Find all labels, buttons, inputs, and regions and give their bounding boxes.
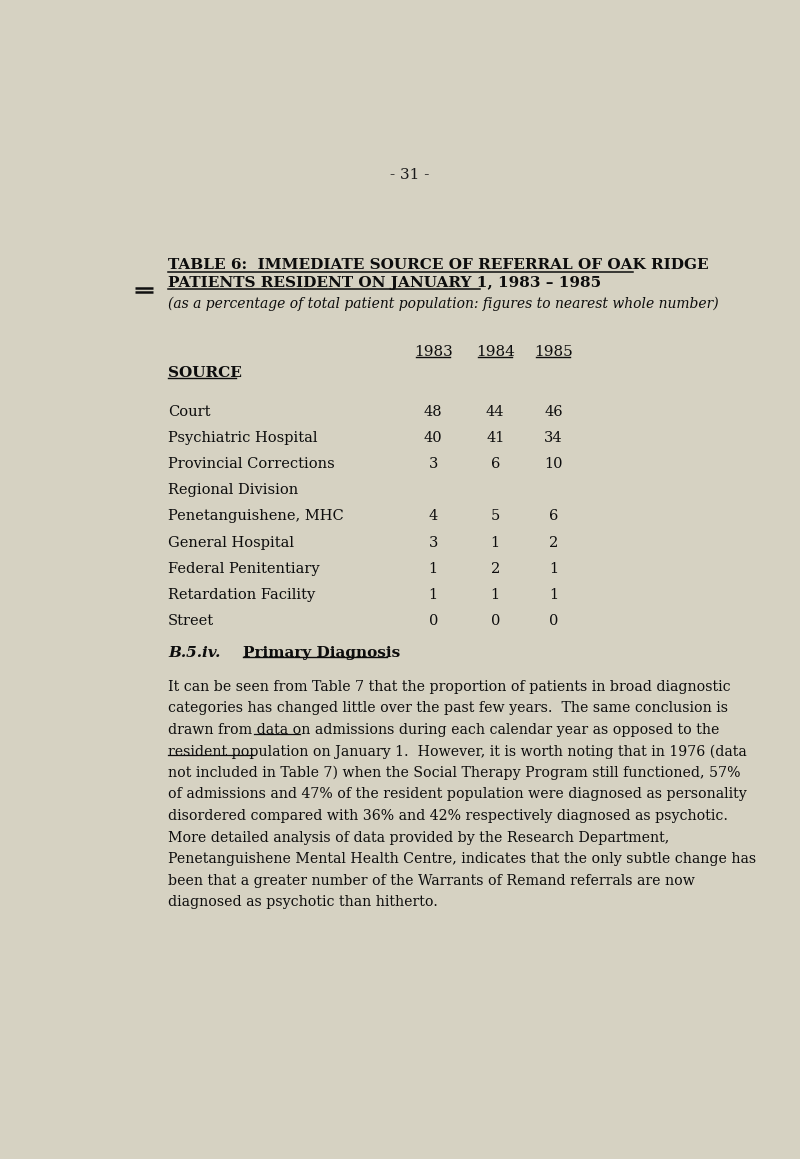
Text: 34: 34 xyxy=(544,431,562,445)
Text: It can be seen from Table 7 that the proportion of patients in broad diagnostic: It can be seen from Table 7 that the pro… xyxy=(168,679,731,693)
Text: 1: 1 xyxy=(429,588,438,602)
Text: Provincial Corrections: Provincial Corrections xyxy=(168,457,335,471)
Text: - 31 -: - 31 - xyxy=(390,168,430,182)
Text: resident population on January 1.  However, it is worth noting that in 1976 (dat: resident population on January 1. Howeve… xyxy=(168,744,747,759)
Text: not included in Table 7) when the Social Therapy Program still functioned, 57%: not included in Table 7) when the Social… xyxy=(168,766,741,780)
Text: SOURCE: SOURCE xyxy=(168,366,242,380)
Text: Street: Street xyxy=(168,614,214,628)
Text: disordered compared with 36% and 42% respectively diagnosed as psychotic.: disordered compared with 36% and 42% res… xyxy=(168,809,728,823)
Text: diagnosed as psychotic than hitherto.: diagnosed as psychotic than hitherto. xyxy=(168,895,438,909)
Text: 3: 3 xyxy=(429,457,438,471)
Text: More detailed analysis of data provided by the Research Department,: More detailed analysis of data provided … xyxy=(168,831,670,845)
Text: 0: 0 xyxy=(490,614,500,628)
Text: been that a greater number of the Warrants of Remand referrals are now: been that a greater number of the Warran… xyxy=(168,874,695,888)
Text: 0: 0 xyxy=(429,614,438,628)
Text: 5: 5 xyxy=(490,510,500,524)
Text: 48: 48 xyxy=(424,404,442,418)
Text: Psychiatric Hospital: Psychiatric Hospital xyxy=(168,431,318,445)
Text: Penetanguishene Mental Health Centre, indicates that the only subtle change has: Penetanguishene Mental Health Centre, in… xyxy=(168,852,756,866)
Text: 6: 6 xyxy=(549,510,558,524)
Text: Court: Court xyxy=(168,404,210,418)
Text: Penetanguishene, MHC: Penetanguishene, MHC xyxy=(168,510,344,524)
Text: 40: 40 xyxy=(424,431,442,445)
Text: 1: 1 xyxy=(490,535,500,549)
Text: PATIENTS RESIDENT ON JANUARY 1, 1983 – 1985: PATIENTS RESIDENT ON JANUARY 1, 1983 – 1… xyxy=(168,276,602,290)
Text: 41: 41 xyxy=(486,431,505,445)
Text: 4: 4 xyxy=(429,510,438,524)
Text: Federal Penitentiary: Federal Penitentiary xyxy=(168,562,320,576)
Text: Retardation Facility: Retardation Facility xyxy=(168,588,315,602)
Text: TABLE 6:  IMMEDIATE SOURCE OF REFERRAL OF OAK RIDGE: TABLE 6: IMMEDIATE SOURCE OF REFERRAL OF… xyxy=(168,258,709,272)
Text: Regional Division: Regional Division xyxy=(168,483,298,497)
Text: 0: 0 xyxy=(549,614,558,628)
Text: 46: 46 xyxy=(544,404,562,418)
Text: 2: 2 xyxy=(490,562,500,576)
Text: 44: 44 xyxy=(486,404,505,418)
Text: (as a percentage of total patient population: figures to nearest whole number): (as a percentage of total patient popula… xyxy=(168,297,719,312)
Text: of admissions and 47% of the resident population were diagnosed as personality: of admissions and 47% of the resident po… xyxy=(168,787,747,801)
Text: 1: 1 xyxy=(429,562,438,576)
Text: 3: 3 xyxy=(429,535,438,549)
Text: 2: 2 xyxy=(549,535,558,549)
Text: General Hospital: General Hospital xyxy=(168,535,294,549)
Text: 1983: 1983 xyxy=(414,345,453,359)
Text: 1984: 1984 xyxy=(476,345,514,359)
Text: 6: 6 xyxy=(490,457,500,471)
Text: 1: 1 xyxy=(549,588,558,602)
Text: 1: 1 xyxy=(490,588,500,602)
Text: B.5.iv.: B.5.iv. xyxy=(168,646,221,659)
Text: 1985: 1985 xyxy=(534,345,573,359)
Text: drawn from data on admissions during each calendar year as opposed to the: drawn from data on admissions during eac… xyxy=(168,723,719,737)
Text: 10: 10 xyxy=(544,457,562,471)
Text: categories has changed little over the past few years.  The same conclusion is: categories has changed little over the p… xyxy=(168,701,728,715)
Text: Primary Diagnosis: Primary Diagnosis xyxy=(243,646,401,659)
Text: 1: 1 xyxy=(549,562,558,576)
